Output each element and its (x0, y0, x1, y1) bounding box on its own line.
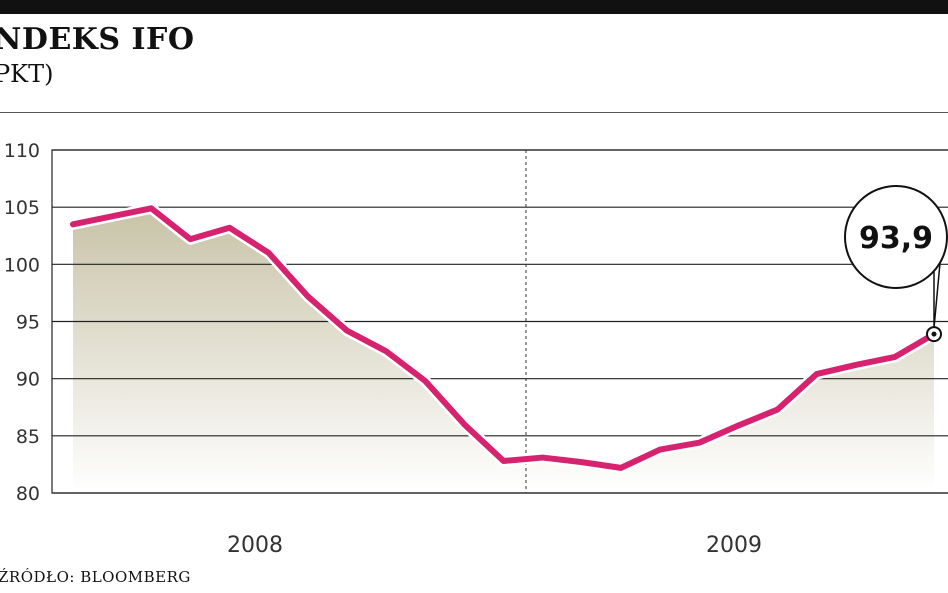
last-point-dot (931, 331, 937, 337)
x-year-label: 2008 (227, 533, 283, 558)
chart-title: NDEKS IFO (0, 22, 195, 57)
source-note: ŹRÓDŁO: BLOOMBERG (0, 568, 191, 586)
chart-unit: PKT) (0, 60, 54, 88)
area-fill (73, 208, 934, 493)
callout-value-label: 93,9 (859, 221, 933, 256)
y-tick-label: 110 (4, 140, 40, 162)
top-bar (0, 0, 948, 14)
series-line (70, 205, 937, 471)
callout-leader (933, 262, 941, 329)
header-divider (0, 112, 948, 113)
y-tick-label: 95 (16, 312, 40, 334)
y-tick-label: 90 (16, 369, 40, 391)
y-tick-label: 100 (4, 254, 40, 276)
y-tick-label: 105 (4, 197, 40, 219)
callout-bubble (844, 185, 948, 289)
x-year-label: 2009 (706, 533, 762, 558)
y-tick-label: 85 (16, 426, 40, 448)
y-tick-label: 80 (16, 483, 40, 505)
